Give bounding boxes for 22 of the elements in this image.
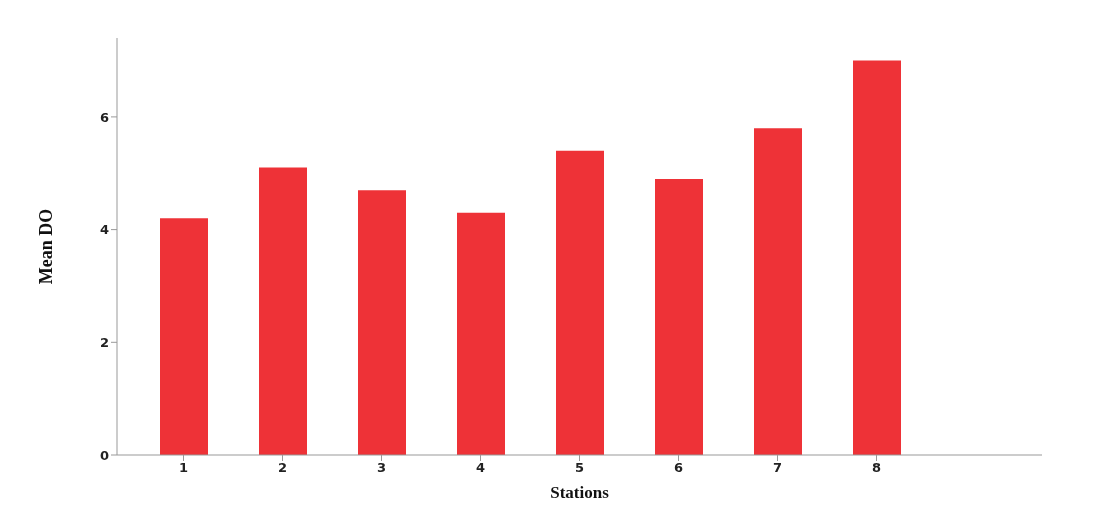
bar xyxy=(259,167,307,455)
bar xyxy=(853,60,901,455)
x-tick-label: 2 xyxy=(277,460,288,476)
x-tick-label: 7 xyxy=(772,460,783,476)
bar xyxy=(556,150,604,455)
y-tick-label: 2 xyxy=(99,334,109,350)
y-tick-label: 6 xyxy=(99,109,109,125)
y-axis-title: Mean DO xyxy=(36,208,57,285)
y-tick-label: 4 xyxy=(99,222,109,238)
x-tick-label: 6 xyxy=(673,460,684,476)
bar xyxy=(655,178,703,455)
x-axis-title: Stations xyxy=(550,483,610,502)
x-tick-label: 5 xyxy=(574,460,585,476)
x-tick-label: 8 xyxy=(871,460,882,476)
bar xyxy=(754,128,802,455)
bar xyxy=(358,190,406,455)
bar xyxy=(457,212,505,455)
bar xyxy=(160,218,208,455)
x-tick-label: 4 xyxy=(475,460,486,476)
y-tick-label: 0 xyxy=(99,447,109,463)
x-tick-label: 3 xyxy=(376,460,387,476)
x-tick-label: 1 xyxy=(178,460,189,476)
